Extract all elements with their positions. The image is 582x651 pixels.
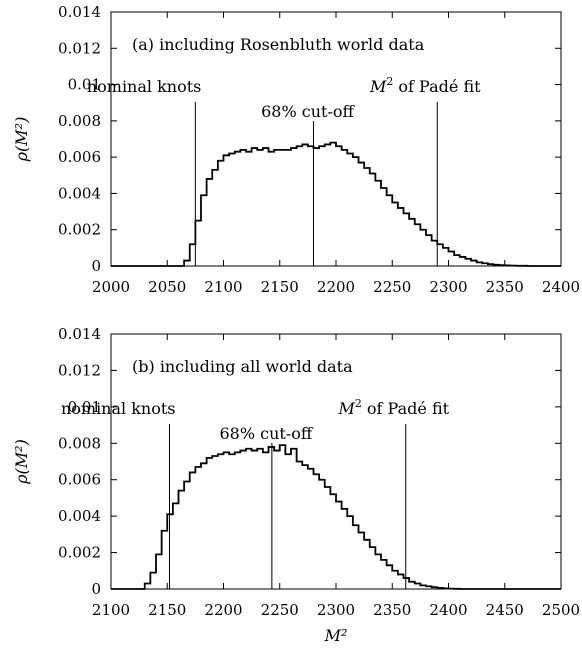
x-tick-label: 2100 bbox=[204, 278, 242, 296]
x-tick-label: 2350 bbox=[486, 278, 524, 296]
x-tick-label: 2200 bbox=[204, 601, 242, 619]
x-tick-label: 2050 bbox=[148, 278, 186, 296]
x-tick-label: 2300 bbox=[317, 601, 355, 619]
y-tick-label: 0.014 bbox=[58, 3, 101, 21]
y-axis-label: ρ(M²) bbox=[12, 117, 31, 163]
x-tick-label: 2500 bbox=[542, 601, 580, 619]
annotation-cutoff: 68% cut-off bbox=[220, 424, 314, 443]
x-tick-label: 2350 bbox=[373, 601, 411, 619]
x-tick-label: 2150 bbox=[261, 278, 299, 296]
histogram-series bbox=[111, 444, 561, 590]
x-tick-label: 2200 bbox=[317, 278, 355, 296]
panel-title: (b) including all world data bbox=[132, 357, 353, 376]
annotation-nominal-knots: nominal knots bbox=[61, 399, 176, 418]
x-tick-label: 2400 bbox=[429, 601, 467, 619]
x-tick-label: 2250 bbox=[261, 601, 299, 619]
y-tick-label: 0.008 bbox=[58, 434, 101, 452]
annotation-cutoff: 68% cut-off bbox=[261, 102, 355, 121]
y-tick-label: 0 bbox=[91, 580, 101, 598]
y-tick-label: 0.002 bbox=[58, 544, 101, 562]
x-tick-label: 2300 bbox=[429, 278, 467, 296]
annotation-nominal-knots: nominal knots bbox=[87, 77, 202, 96]
x-axis-label: M² bbox=[324, 626, 348, 645]
y-tick-label: 0.012 bbox=[58, 39, 101, 57]
y-tick-label: 0.004 bbox=[58, 507, 101, 525]
y-tick-label: 0.006 bbox=[58, 148, 101, 166]
x-tick-label: 2150 bbox=[148, 601, 186, 619]
x-tick-label: 2000 bbox=[92, 278, 130, 296]
y-tick-label: 0.006 bbox=[58, 471, 101, 489]
x-tick-label: 2250 bbox=[373, 278, 411, 296]
x-tick-label: 2450 bbox=[486, 601, 524, 619]
chart-panel-a: 2000 2050 2100 2150 2200 2250 2300 2350 2400 0 0.0… bbox=[12, 3, 580, 296]
annotation-pade-fit: M2 of Padé fit bbox=[337, 397, 449, 418]
chart-panel-b: 2100 2150 2200 2250 2300 2350 2400 2450 2500 0 0.0… bbox=[12, 325, 580, 645]
x-tick-label: 2100 bbox=[92, 601, 130, 619]
y-tick-label: 0.004 bbox=[58, 184, 101, 202]
y-tick-label: 0 bbox=[91, 257, 101, 275]
y-tick-label: 0.012 bbox=[58, 361, 101, 379]
x-tick-label: 2400 bbox=[542, 278, 580, 296]
panel-title: (a) including Rosenbluth world data bbox=[132, 35, 425, 54]
y-axis-label: ρ(M²) bbox=[12, 439, 31, 485]
y-tick-label: 0.014 bbox=[58, 325, 101, 343]
annotation-pade-fit: M2 of Padé fit bbox=[369, 75, 481, 96]
y-tick-label: 0.01 bbox=[68, 76, 101, 94]
y-tick-label: 0.01 bbox=[68, 398, 101, 416]
histogram-series bbox=[111, 141, 561, 267]
y-tick-label: 0.008 bbox=[58, 112, 101, 130]
y-tick-label: 0.002 bbox=[58, 221, 101, 239]
